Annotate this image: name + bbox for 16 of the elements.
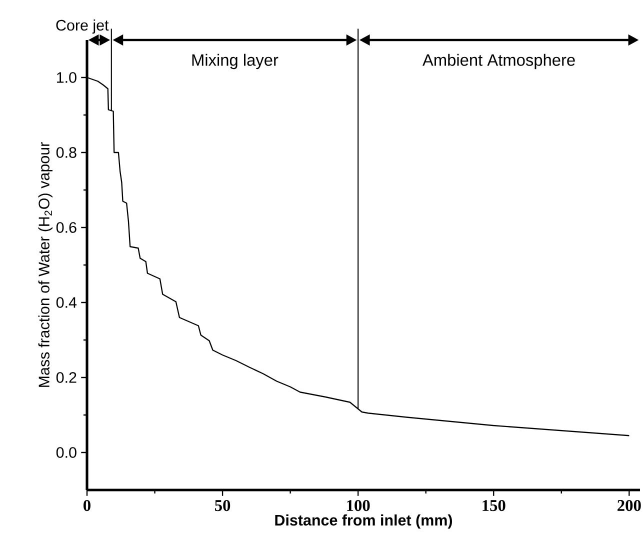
y-tick-label: 0.8 — [56, 147, 76, 158]
text: Core jet — [56, 19, 109, 34]
y-tick-label: 0.2 — [56, 372, 76, 383]
annotation: Mixing layer — [192, 54, 278, 70]
y-tick-label: 1.0 — [56, 72, 76, 83]
x-tick-label: 50 — [215, 500, 230, 512]
y-tick-label: 0.6 — [56, 222, 76, 233]
y-tick-label: 0.4 — [56, 297, 77, 308]
x-tick-label: 200 — [618, 500, 641, 512]
x-axis-title: Distance from inlet (mm) — [275, 514, 452, 529]
x-tick-label: 100 — [347, 500, 370, 512]
y-axis-title: Mass fraction of Water (H$_{2}$O) vapour — [38, 142, 52, 387]
annotation: Ambient Atmosphere — [422, 54, 575, 70]
y-tick-label: 0.0 — [56, 447, 76, 458]
x-tick-label: 0 — [84, 500, 90, 512]
x-tick-label: 150 — [482, 500, 506, 512]
